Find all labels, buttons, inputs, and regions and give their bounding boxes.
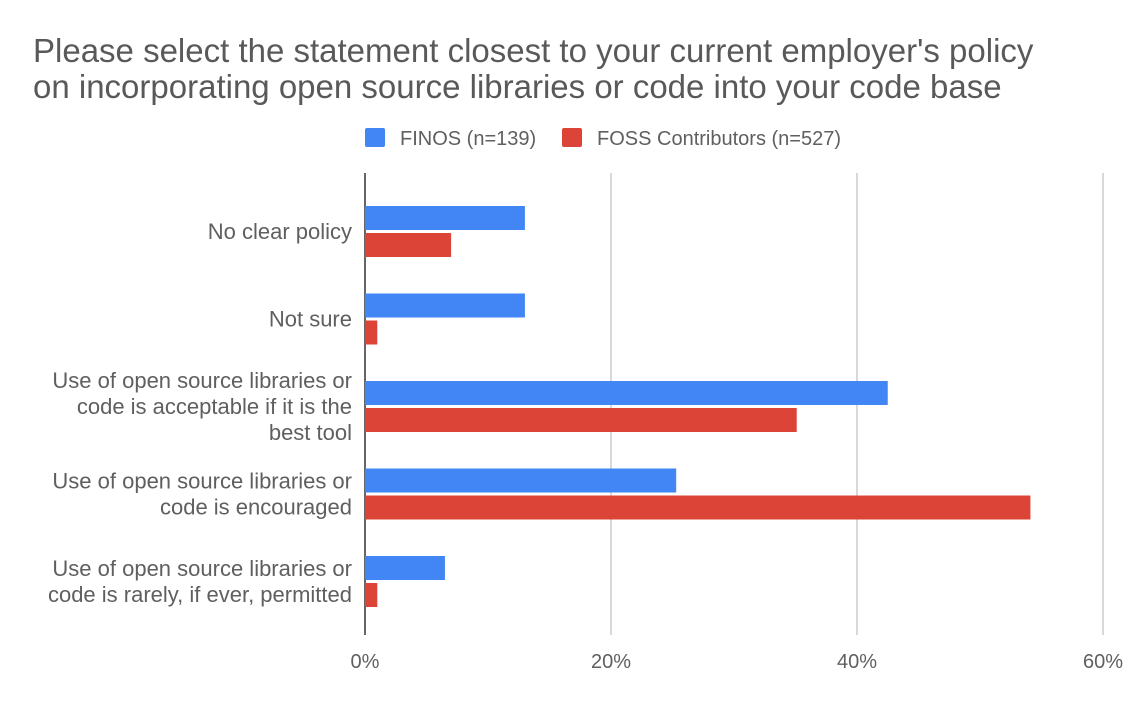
bar-foss-0 bbox=[365, 233, 452, 257]
category-label: Use of open source libraries or bbox=[52, 368, 352, 393]
category-label: Not sure bbox=[269, 307, 352, 332]
bar-finos-3 bbox=[365, 468, 677, 493]
bar-foss-2 bbox=[365, 408, 797, 432]
bar-finos-1 bbox=[365, 293, 525, 318]
chart-title-line-2: on incorporating open source libraries o… bbox=[33, 68, 1002, 105]
bar-finos-0 bbox=[365, 206, 525, 230]
bar-finos-4 bbox=[365, 556, 445, 580]
bar-foss-3 bbox=[365, 495, 1031, 520]
bar-foss-1 bbox=[365, 320, 378, 345]
category-label: code is rarely, if ever, permitted bbox=[48, 582, 352, 607]
legend-swatch bbox=[562, 128, 582, 147]
x-tick-label: 20% bbox=[591, 651, 631, 673]
bar-finos-2 bbox=[365, 381, 888, 405]
legend-label: FOSS Contributors (n=527) bbox=[597, 128, 841, 150]
category-label: Use of open source libraries or bbox=[52, 556, 352, 581]
chart-title-line-1: Please select the statement closest to y… bbox=[33, 32, 1034, 69]
category-labels: No clear policy Not sure Use of open sourc… bbox=[48, 219, 352, 607]
legend-label: FINOS (n=139) bbox=[400, 128, 536, 150]
category-label: code is acceptable if it is the bbox=[77, 394, 352, 419]
x-tick-label: 60% bbox=[1083, 651, 1123, 673]
x-tick-label: 40% bbox=[837, 651, 877, 673]
category-label: code is encouraged bbox=[160, 495, 352, 520]
legend-swatch bbox=[365, 128, 385, 147]
category-label: Use of open source libraries or bbox=[52, 469, 352, 494]
legend: FINOS (n=139) FOSS Contributors (n=527) bbox=[365, 128, 841, 150]
x-tick-labels: 0% 20% 40% 60% bbox=[351, 651, 1124, 673]
bar-foss-4 bbox=[365, 583, 378, 607]
category-label: No clear policy bbox=[208, 219, 352, 244]
category-label: best tool bbox=[269, 420, 352, 445]
x-tick-label: 0% bbox=[351, 651, 380, 673]
bars bbox=[365, 206, 1031, 607]
